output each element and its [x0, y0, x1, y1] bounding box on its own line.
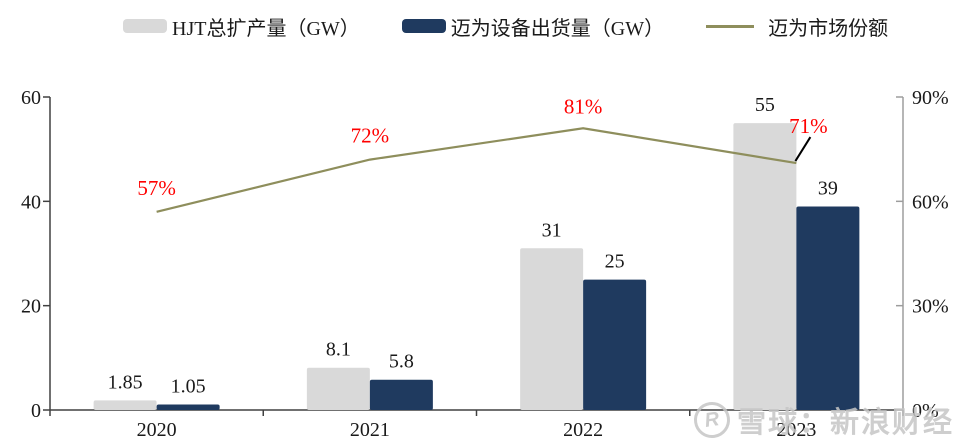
- right-axis-tick-label: 60%: [912, 191, 949, 213]
- bar-maiwei-shipment-2023: [796, 206, 860, 410]
- bar-maiwei-shipment-2020: [156, 404, 220, 410]
- bar-maiwei-shipment-2021: [369, 379, 433, 410]
- bar-hjt-capacity-2022: [520, 248, 584, 410]
- label-leader-line: [794, 136, 812, 162]
- bar-value-label: 1.85: [108, 371, 143, 393]
- left-axis-tick-label: 0: [31, 400, 41, 422]
- right-axis-tick-label: 30%: [912, 296, 949, 318]
- x-axis-category-label: 2023: [776, 419, 816, 441]
- x-axis-category-label: 2021: [350, 419, 390, 441]
- bar-value-label: 25: [605, 251, 625, 273]
- bar-value-label: 31: [542, 219, 562, 241]
- bar-hjt-capacity-2020: [93, 400, 157, 410]
- legend-item-hjt-capacity: HJT总扩产量（GW）: [123, 12, 360, 41]
- right-axis-tick-label: 0%: [912, 400, 939, 422]
- market-share-point-label: 72%: [351, 124, 390, 148]
- legend-label: 迈为设备出货量（GW）: [450, 17, 665, 40]
- bar-maiwei-shipment-2022: [583, 279, 647, 410]
- bar-value-label: 55: [755, 94, 775, 116]
- legend-label: 迈为市场份额: [768, 17, 889, 40]
- right-axis-tick-label: 90%: [912, 87, 949, 109]
- bar-value-label: 1.05: [171, 376, 206, 398]
- market-share-point-label: 57%: [137, 176, 176, 200]
- market-share-line: [156, 127, 797, 213]
- bar-value-label: 5.8: [389, 351, 414, 373]
- left-axis-tick-label: 60: [21, 87, 41, 109]
- left-axis-tick-label: 20: [21, 296, 41, 318]
- left-axis-tick-label: 40: [21, 191, 41, 213]
- navy-bar-swatch-icon: [401, 19, 446, 33]
- bar-hjt-capacity-2021: [306, 367, 370, 410]
- bar-value-label: 8.1: [326, 339, 351, 361]
- gray-bar-swatch-icon: [123, 19, 167, 33]
- legend-label: HJT总扩产量（GW）: [172, 17, 360, 40]
- chart-legend: HJT总扩产量（GW） 迈为设备出货量（GW） 迈为市场份额: [123, 12, 888, 41]
- x-axis-category-label: 2022: [563, 419, 603, 441]
- legend-item-maiwei-shipments: 迈为设备出货量（GW）: [401, 12, 665, 41]
- market-share-point-label: 81%: [564, 94, 603, 118]
- bar-value-label: 39: [818, 178, 838, 200]
- legend-item-market-share: 迈为市场份额: [706, 12, 888, 41]
- line-swatch-icon: [706, 24, 755, 28]
- bar-hjt-capacity-2023: [733, 123, 797, 410]
- x-axis-category-label: 2020: [137, 419, 177, 441]
- market-share-point-label: 71%: [789, 114, 828, 138]
